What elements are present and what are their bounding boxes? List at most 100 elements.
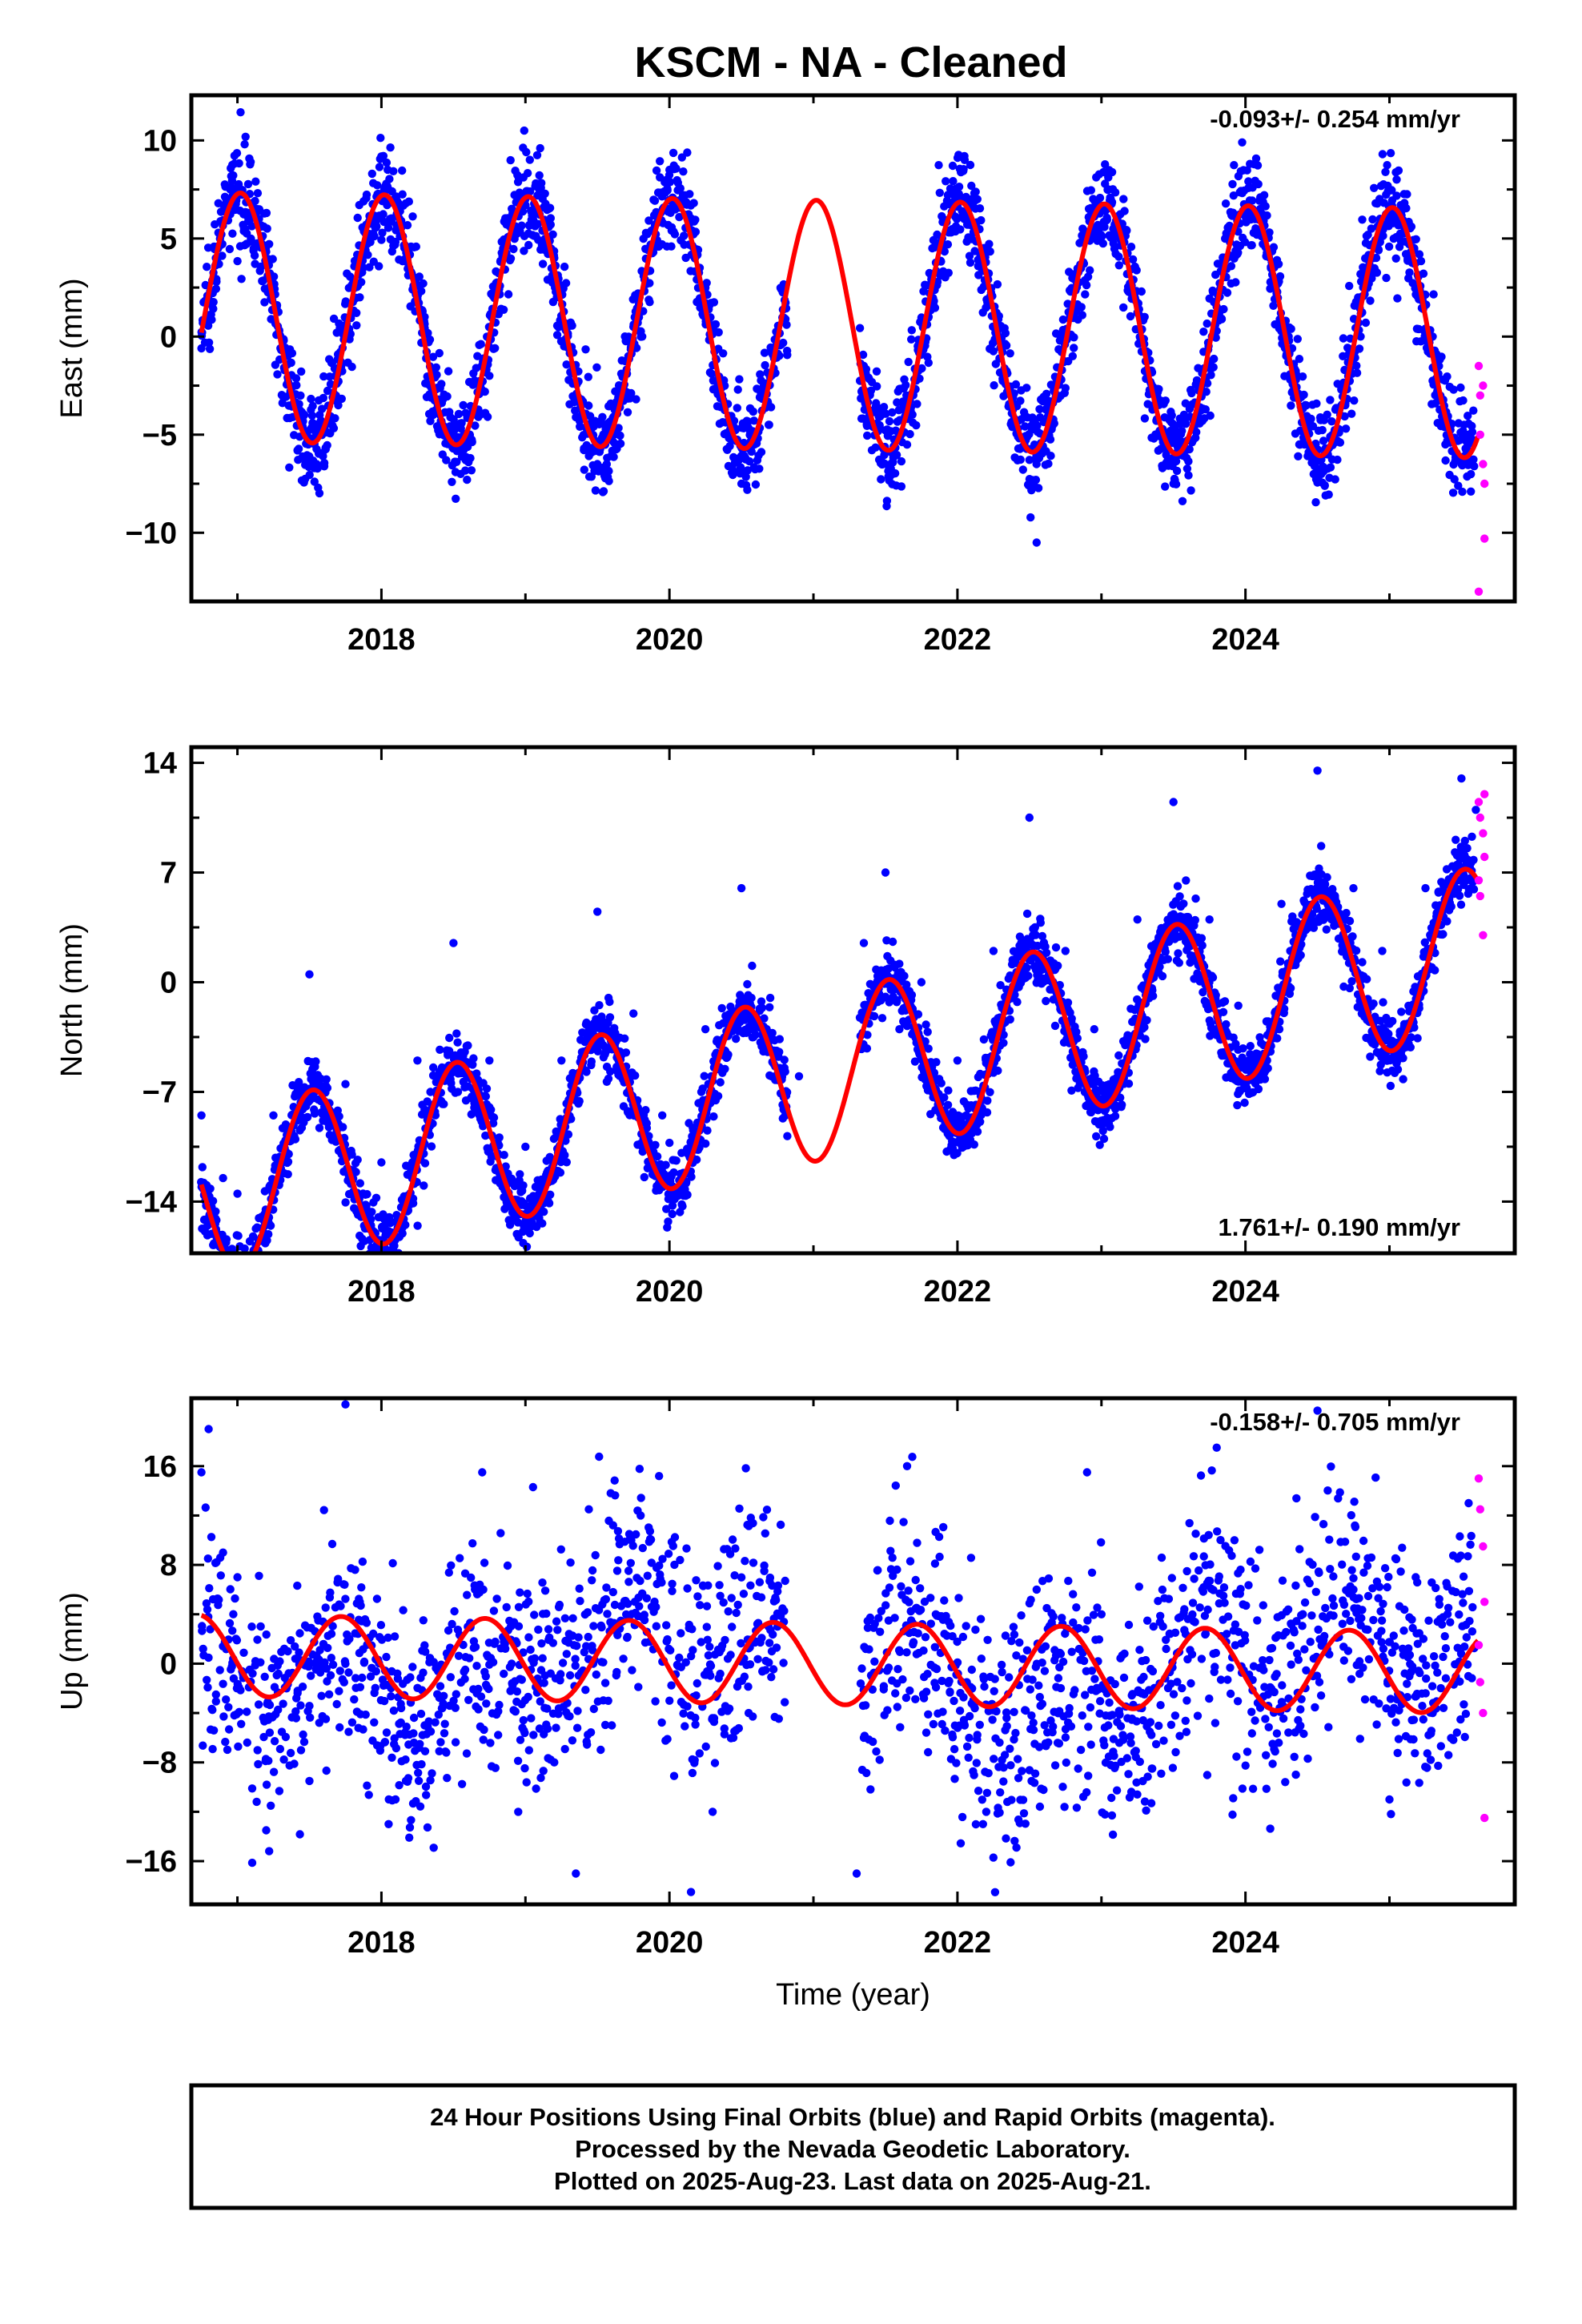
final-orbit-point <box>1042 389 1051 398</box>
final-orbit-point <box>1122 226 1131 235</box>
final-orbit-point <box>291 1135 300 1144</box>
final-orbit-point <box>948 161 958 171</box>
final-orbit-point <box>1132 266 1141 275</box>
final-orbit-point <box>875 420 884 430</box>
final-orbit-point <box>761 360 769 370</box>
final-orbit-point <box>765 420 773 429</box>
final-orbit-point <box>983 1096 992 1105</box>
final-orbit-point <box>1033 421 1042 430</box>
final-orbit-point <box>212 277 221 286</box>
final-orbit-point <box>1443 372 1452 381</box>
final-orbit-point <box>564 1130 573 1139</box>
final-orbit-point <box>1114 261 1124 270</box>
final-orbit-point <box>862 1044 872 1053</box>
final-orbit-point <box>476 340 485 348</box>
final-orbit-point <box>685 190 694 199</box>
final-orbit-point <box>990 381 998 390</box>
final-orbit-point <box>904 357 913 367</box>
final-orbit-point <box>519 1181 528 1190</box>
final-orbit-point <box>1086 186 1096 195</box>
final-orbit-point <box>1411 235 1420 243</box>
final-orbit-point <box>464 1041 472 1050</box>
final-orbit-point <box>1024 971 1033 980</box>
final-orbit-point <box>993 279 1002 289</box>
final-orbit-point <box>552 331 562 340</box>
final-orbit-point <box>1340 412 1349 421</box>
final-orbit-point <box>1350 396 1359 405</box>
final-orbit-point <box>376 134 385 143</box>
sample-point <box>1464 430 1473 439</box>
final-orbit-point <box>934 161 943 170</box>
final-orbit-point <box>1207 371 1215 380</box>
final-orbit-point <box>375 163 384 171</box>
final-orbit-point <box>452 494 460 503</box>
sample-point <box>312 460 321 468</box>
final-orbit-point <box>359 263 367 272</box>
final-orbit-point <box>248 1258 256 1266</box>
final-orbit-point <box>1120 207 1129 215</box>
final-orbit-point <box>1016 455 1025 464</box>
final-orbit-point <box>232 1260 240 1268</box>
final-orbit-point <box>1293 335 1303 344</box>
final-orbit-point <box>873 382 881 391</box>
final-orbit-point <box>1065 267 1074 276</box>
final-orbit-point <box>362 190 371 199</box>
final-orbit-point <box>375 262 383 271</box>
final-orbit-point <box>1419 269 1428 278</box>
final-orbit-point <box>251 1256 259 1264</box>
final-orbit-point <box>768 1028 777 1038</box>
final-orbit-point <box>367 1208 376 1216</box>
final-orbit-point <box>205 344 215 353</box>
final-orbit-point <box>1206 411 1215 420</box>
sample-point <box>485 372 494 380</box>
final-orbit-point <box>382 158 391 167</box>
final-orbit-point <box>427 1142 436 1151</box>
final-orbit-point <box>935 188 945 197</box>
final-orbit-point <box>1345 281 1354 291</box>
final-orbit-point <box>315 489 324 498</box>
final-orbit-point <box>545 203 555 212</box>
final-orbit-point <box>408 212 417 221</box>
rapid-orbit-points <box>1474 361 1489 596</box>
final-orbit-point <box>943 240 953 249</box>
final-orbit-point <box>582 1068 591 1076</box>
final-orbit-point <box>329 424 339 432</box>
final-orbit-point <box>623 408 632 416</box>
y-tick-label: 0 <box>160 320 177 354</box>
final-orbit-point <box>241 132 250 141</box>
final-orbit-point <box>403 221 412 230</box>
final-orbit-point <box>378 228 387 237</box>
final-orbit-point <box>921 1020 930 1029</box>
final-orbit-point <box>735 375 744 384</box>
final-orbit-point <box>218 251 227 260</box>
rapid-orbit-point <box>1479 381 1488 390</box>
final-orbit-point <box>1287 324 1295 333</box>
final-orbit-point <box>1184 471 1193 480</box>
final-orbit-point <box>253 189 263 198</box>
final-orbit-point <box>743 485 752 494</box>
final-orbit-point <box>1219 304 1228 314</box>
final-orbit-point <box>379 1256 387 1264</box>
final-orbit-point <box>227 1287 235 1295</box>
final-orbit-point <box>725 441 734 451</box>
final-orbit-point <box>544 1199 554 1208</box>
final-orbit-point <box>244 1262 252 1270</box>
final-orbit-point <box>954 183 964 191</box>
final-orbit-point <box>733 404 741 412</box>
final-orbit-point <box>238 1289 246 1297</box>
final-orbit-point <box>1394 166 1403 175</box>
final-orbit-point <box>1192 428 1201 436</box>
final-orbit-point <box>745 456 754 466</box>
final-orbit-point <box>1070 344 1078 352</box>
sample-point <box>1104 185 1114 194</box>
final-orbit-point <box>506 155 515 165</box>
rapid-orbit-point <box>1474 587 1484 596</box>
final-orbit-point <box>664 1217 673 1226</box>
final-orbit-point <box>1031 476 1041 485</box>
final-orbit-point <box>973 1127 982 1136</box>
final-orbit-point <box>650 196 660 205</box>
final-orbit-point <box>1016 396 1025 405</box>
final-orbit-point <box>1253 161 1263 170</box>
final-orbit-point <box>1035 404 1044 414</box>
final-orbit-point <box>307 394 315 404</box>
